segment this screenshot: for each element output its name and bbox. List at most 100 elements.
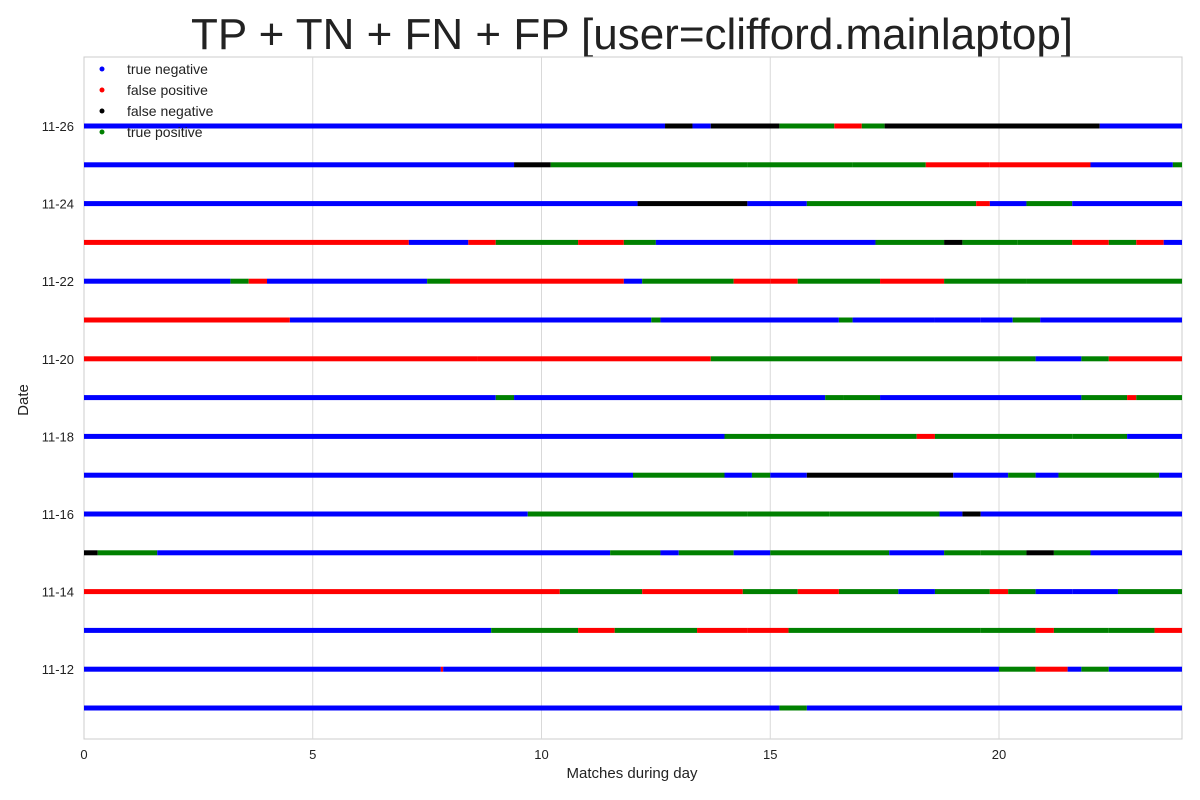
segment bbox=[84, 433, 725, 439]
x-tick-labels: 0 5 10 15 20 bbox=[80, 747, 1006, 762]
segment bbox=[852, 317, 935, 323]
segment bbox=[1154, 627, 1182, 633]
data-rows bbox=[84, 123, 1182, 711]
segment bbox=[747, 627, 789, 633]
segment bbox=[84, 123, 666, 129]
segment bbox=[1117, 589, 1182, 595]
segment bbox=[934, 589, 990, 595]
segment bbox=[84, 705, 780, 711]
segment bbox=[651, 317, 661, 323]
segment bbox=[770, 278, 798, 284]
segment bbox=[788, 627, 981, 633]
segment bbox=[655, 239, 876, 245]
segment bbox=[1026, 201, 1073, 207]
segment bbox=[84, 589, 560, 595]
segment bbox=[779, 705, 807, 711]
segment bbox=[1012, 317, 1041, 323]
segment bbox=[642, 589, 743, 595]
segment bbox=[724, 433, 917, 439]
segment bbox=[1172, 162, 1182, 168]
segment bbox=[450, 278, 624, 284]
segment bbox=[230, 278, 249, 284]
segment bbox=[697, 627, 748, 633]
segment bbox=[84, 472, 633, 478]
segment bbox=[660, 317, 839, 323]
segment bbox=[550, 162, 748, 168]
segment bbox=[1072, 201, 1182, 207]
segment bbox=[495, 395, 515, 401]
segment bbox=[1026, 550, 1054, 556]
segment bbox=[1017, 239, 1073, 245]
segment bbox=[1081, 356, 1109, 362]
segment bbox=[637, 201, 748, 207]
row-11-16 bbox=[84, 511, 1182, 517]
segment bbox=[980, 550, 1027, 556]
segment bbox=[1163, 239, 1182, 245]
y-tick-label: 11-12 bbox=[42, 662, 74, 677]
segment bbox=[642, 278, 734, 284]
segment bbox=[633, 472, 725, 478]
segment bbox=[889, 550, 945, 556]
segment bbox=[861, 123, 885, 129]
segment bbox=[953, 472, 1009, 478]
segment bbox=[623, 278, 643, 284]
y-tick-label: 11-16 bbox=[42, 507, 74, 522]
segment bbox=[477, 356, 711, 362]
segment bbox=[742, 589, 798, 595]
x-tick-label: 20 bbox=[992, 747, 1006, 762]
segment bbox=[1081, 666, 1109, 672]
segment bbox=[989, 201, 1027, 207]
segment bbox=[962, 239, 1018, 245]
segment bbox=[1090, 550, 1182, 556]
x-tick-label: 0 bbox=[80, 747, 87, 762]
segment bbox=[84, 356, 478, 362]
segment bbox=[880, 278, 945, 284]
segment bbox=[1053, 627, 1109, 633]
segment bbox=[980, 627, 1036, 633]
segment bbox=[665, 123, 693, 129]
segment bbox=[779, 123, 835, 129]
segment bbox=[610, 550, 661, 556]
y-axis-label: Date bbox=[15, 384, 32, 416]
y-tick-label: 11-24 bbox=[42, 197, 74, 212]
segment bbox=[944, 278, 1027, 284]
y-tick-label: 11-22 bbox=[42, 274, 74, 289]
segment bbox=[1099, 123, 1182, 129]
segment bbox=[806, 201, 977, 207]
segment bbox=[84, 666, 441, 672]
segment bbox=[1040, 317, 1182, 323]
segment bbox=[427, 278, 450, 284]
segment bbox=[84, 239, 409, 245]
segment bbox=[916, 433, 935, 439]
segment bbox=[1127, 395, 1137, 401]
segment bbox=[578, 239, 624, 245]
segment bbox=[660, 550, 679, 556]
y-tick-label: 11-26 bbox=[42, 119, 74, 134]
segment bbox=[1127, 433, 1182, 439]
segment bbox=[692, 123, 711, 129]
segment bbox=[880, 395, 1082, 401]
segment bbox=[925, 162, 990, 168]
legend-marker bbox=[99, 108, 105, 114]
row-11-17 bbox=[84, 472, 1182, 478]
segment bbox=[843, 395, 881, 401]
segment bbox=[875, 239, 945, 245]
segment bbox=[1035, 627, 1054, 633]
row-11-24 bbox=[84, 201, 1182, 207]
segment bbox=[747, 511, 830, 517]
segment bbox=[806, 472, 954, 478]
segment bbox=[1058, 472, 1160, 478]
row-11-22 bbox=[84, 278, 1182, 284]
segment bbox=[825, 395, 844, 401]
segment bbox=[84, 201, 638, 207]
row-11-23 bbox=[84, 239, 1182, 245]
segment bbox=[1090, 162, 1173, 168]
segment bbox=[898, 589, 935, 595]
segment bbox=[797, 278, 881, 284]
row-11-25 bbox=[84, 162, 1182, 168]
row-11-19 bbox=[84, 395, 1182, 401]
segment bbox=[84, 550, 98, 556]
segment bbox=[97, 550, 158, 556]
legend-label: false positive bbox=[127, 82, 208, 98]
